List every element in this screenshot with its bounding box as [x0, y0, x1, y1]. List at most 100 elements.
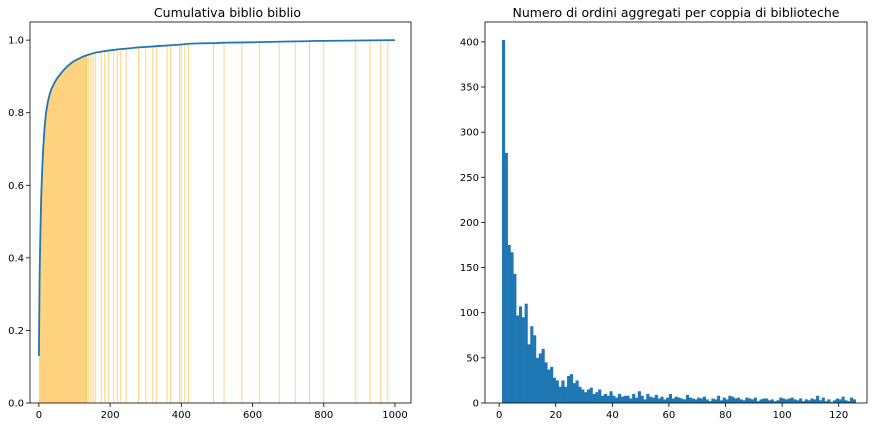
histogram-bar — [796, 400, 800, 403]
right-y-tick-label: 50 — [466, 353, 479, 364]
histogram-bar — [634, 397, 639, 403]
histogram-bar — [787, 398, 791, 403]
histogram-bar — [799, 398, 803, 403]
right-y-tick-label: 150 — [460, 263, 479, 274]
left-x-tick-label: 200 — [101, 410, 120, 421]
histogram-bar — [544, 362, 548, 403]
right-x-tick-label: 20 — [549, 410, 562, 421]
histogram-bar — [813, 399, 817, 403]
histogram-bar — [513, 273, 517, 403]
histogram-bar — [533, 335, 537, 403]
histogram-bar — [852, 399, 856, 403]
histogram-bar — [753, 397, 757, 403]
histogram-bar — [561, 380, 565, 403]
histogram-bar — [776, 400, 780, 403]
histogram-bar — [660, 396, 664, 403]
histogram-bar — [677, 397, 681, 403]
histogram-bar — [501, 40, 506, 403]
histogram-bar — [759, 399, 763, 403]
histogram-bar — [663, 399, 667, 403]
right-x-tick-label: 40 — [606, 410, 619, 421]
left-plot-frame — [29, 21, 412, 404]
histogram-bar — [567, 375, 571, 403]
histogram-bar — [731, 396, 735, 403]
histogram-bar — [830, 402, 834, 403]
histogram-bar — [782, 398, 786, 403]
histogram-bar — [708, 401, 712, 403]
histogram-bar — [801, 401, 806, 403]
histogram-bar — [818, 400, 823, 403]
histogram-bar — [510, 252, 514, 403]
histogram-bar — [603, 393, 607, 403]
histogram-bar — [651, 397, 656, 403]
histogram-bar — [601, 395, 605, 403]
histogram-bar — [671, 398, 675, 403]
histogram-bar — [632, 393, 636, 403]
right-x-tick-label: 100 — [773, 410, 792, 421]
histogram-bar — [555, 380, 559, 403]
histogram-bar — [750, 399, 755, 403]
left-x-tick-label: 1000 — [382, 410, 407, 421]
histogram-bar — [725, 399, 729, 403]
histogram-bar — [575, 380, 579, 403]
right-y-tick-label: 350 — [460, 83, 479, 94]
histogram-bar — [668, 393, 673, 403]
histogram-bar — [578, 386, 582, 403]
histogram-bar — [833, 400, 837, 403]
right-chart-title: Numero di ordini aggregati per coppia di… — [512, 5, 839, 20]
histogram-bar — [623, 395, 627, 403]
histogram-bar — [521, 317, 525, 403]
histogram-bar — [626, 395, 630, 403]
histogram-bar — [847, 401, 851, 403]
histogram-bar — [844, 400, 848, 403]
histogram-bar — [609, 391, 613, 403]
histogram-bar — [538, 353, 542, 403]
histogram-bar — [569, 374, 574, 403]
histogram-bar — [691, 398, 695, 403]
histogram-bar — [637, 391, 641, 403]
histogram-bar — [649, 396, 653, 403]
histogram-bar — [666, 397, 670, 403]
right-x-tick-label: 80 — [719, 410, 732, 421]
histogram-bar — [756, 401, 760, 403]
right-x-tick-label: 0 — [496, 410, 502, 421]
histogram-bar — [535, 357, 540, 403]
right-y-tick-label: 200 — [460, 218, 479, 229]
histogram-bar — [838, 399, 842, 403]
histogram-bar — [824, 401, 828, 403]
histogram-bar — [654, 394, 658, 403]
left-chart-title: Cumulativa biblio biblio — [154, 5, 301, 20]
histogram-bar — [705, 399, 709, 403]
right-y-tick-label: 250 — [460, 173, 479, 184]
histogram-bar — [790, 397, 794, 403]
left-y-tick-label: 0.6 — [8, 181, 24, 192]
histogram-bar — [527, 344, 531, 403]
histogram-bar — [734, 398, 738, 403]
histogram-bar — [524, 303, 528, 403]
histogram-bar — [702, 396, 707, 403]
histogram-bar — [680, 398, 684, 403]
histogram-bar — [810, 398, 814, 403]
histogram-bar — [835, 398, 840, 403]
histogram-bar — [620, 396, 624, 403]
left-y-tick-label: 0.4 — [8, 253, 24, 264]
histogram-bar — [606, 395, 610, 403]
histogram-bar — [816, 395, 820, 403]
left-x-tick-label: 600 — [243, 410, 262, 421]
left-x-tick-label: 0 — [36, 410, 42, 421]
histogram-bar — [773, 401, 777, 403]
left-y-tick-label: 0.8 — [8, 108, 24, 119]
histogram-bar — [841, 396, 845, 403]
left-y-tick-label: 0.2 — [8, 326, 24, 337]
histogram-bars — [501, 40, 856, 403]
histogram-bar — [643, 399, 647, 403]
histogram-bar — [717, 395, 721, 403]
histogram-bar — [550, 366, 554, 403]
histogram-bar — [765, 398, 769, 403]
right-y-tick-label: 100 — [460, 308, 479, 319]
left-fill-lines — [86, 40, 389, 403]
histogram-bar — [739, 399, 743, 403]
histogram-bar — [804, 399, 808, 403]
histogram-bar — [767, 400, 772, 403]
left-y-ticks: 0.0 0.2 0.4 0.6 0.8 1.0 — [8, 36, 30, 410]
